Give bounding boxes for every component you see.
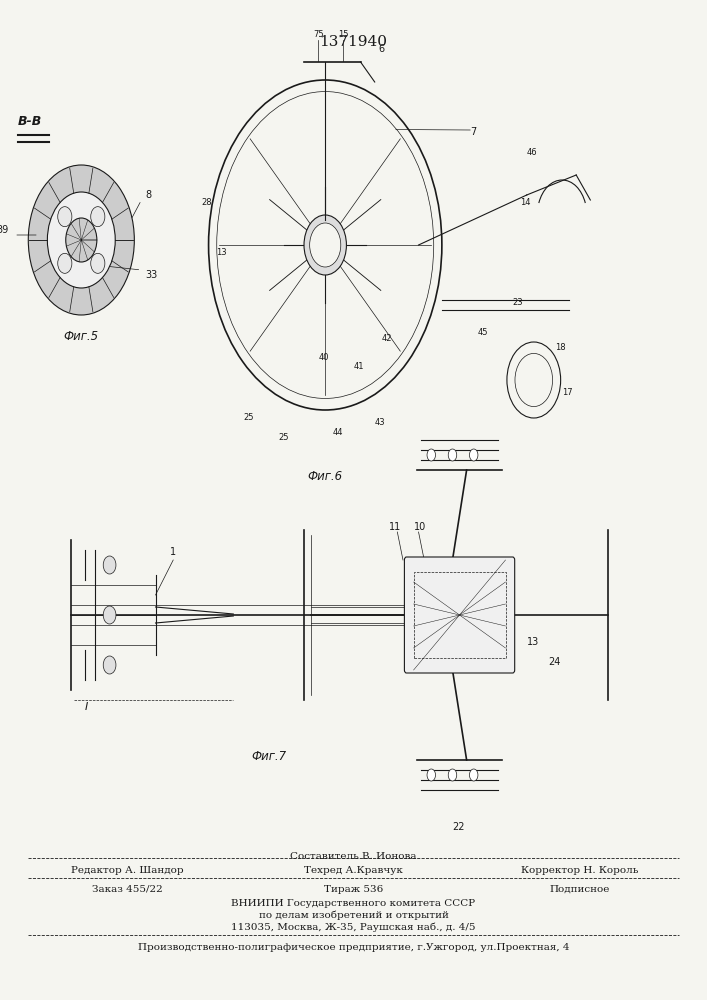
Text: 40: 40 bbox=[318, 354, 329, 362]
Text: 15: 15 bbox=[338, 30, 348, 39]
Circle shape bbox=[448, 449, 457, 461]
Text: 22: 22 bbox=[452, 822, 465, 832]
Text: 28: 28 bbox=[201, 198, 212, 207]
Circle shape bbox=[427, 449, 436, 461]
Text: 41: 41 bbox=[354, 362, 364, 371]
Text: 25: 25 bbox=[243, 413, 254, 422]
Text: 75: 75 bbox=[312, 30, 324, 39]
Text: Производственно-полиграфическое предприятие, г.Ужгород, ул.Проектная, 4: Производственно-полиграфическое предприя… bbox=[138, 943, 569, 952]
Text: Фиг.7: Фиг.7 bbox=[251, 750, 286, 763]
Circle shape bbox=[310, 223, 341, 267]
Circle shape bbox=[66, 218, 97, 262]
Circle shape bbox=[304, 215, 346, 275]
Text: 1371940: 1371940 bbox=[320, 35, 387, 49]
Text: I: I bbox=[85, 702, 88, 712]
Text: Заказ 455/22: Заказ 455/22 bbox=[92, 885, 163, 894]
Text: Фиг.5: Фиг.5 bbox=[64, 330, 99, 343]
Text: 25: 25 bbox=[279, 433, 289, 442]
Circle shape bbox=[469, 769, 478, 781]
Circle shape bbox=[103, 556, 116, 574]
Text: 45: 45 bbox=[477, 328, 488, 337]
Text: 8: 8 bbox=[145, 190, 151, 200]
Text: 13: 13 bbox=[527, 637, 539, 647]
Text: 42: 42 bbox=[382, 334, 392, 343]
Text: Фиг.6: Фиг.6 bbox=[308, 470, 343, 483]
Circle shape bbox=[90, 207, 105, 227]
Text: В-В: В-В bbox=[18, 115, 42, 128]
Circle shape bbox=[58, 253, 72, 273]
Text: 6: 6 bbox=[379, 44, 385, 54]
Circle shape bbox=[427, 769, 436, 781]
Circle shape bbox=[90, 253, 105, 273]
Text: 113035, Москва, Ж-35, Раушская наб., д. 4/5: 113035, Москва, Ж-35, Раушская наб., д. … bbox=[231, 923, 476, 932]
Text: по делам изобретений и открытий: по делам изобретений и открытий bbox=[259, 911, 448, 920]
Text: 39: 39 bbox=[0, 225, 8, 235]
Circle shape bbox=[103, 606, 116, 624]
Text: 17: 17 bbox=[562, 388, 573, 397]
Text: 13: 13 bbox=[216, 248, 226, 257]
Text: 10: 10 bbox=[414, 522, 426, 532]
Text: Подписное: Подписное bbox=[549, 885, 610, 894]
Circle shape bbox=[47, 192, 115, 288]
Text: Тираж 536: Тираж 536 bbox=[324, 885, 383, 894]
Text: 7: 7 bbox=[470, 127, 477, 137]
Text: 44: 44 bbox=[332, 428, 343, 437]
Circle shape bbox=[58, 207, 72, 227]
Text: 23: 23 bbox=[513, 298, 523, 307]
Text: 46: 46 bbox=[527, 148, 537, 157]
FancyBboxPatch shape bbox=[404, 557, 515, 673]
Text: Техред А.Кравчук: Техред А.Кравчук bbox=[304, 866, 403, 875]
Text: Составитель В. Ионова: Составитель В. Ионова bbox=[291, 852, 416, 861]
Text: 33: 33 bbox=[145, 270, 157, 280]
Text: 18: 18 bbox=[555, 343, 566, 352]
Text: 43: 43 bbox=[375, 418, 385, 427]
Text: Корректор Н. Король: Корректор Н. Король bbox=[521, 866, 638, 875]
Circle shape bbox=[103, 656, 116, 674]
Circle shape bbox=[469, 449, 478, 461]
Text: 1: 1 bbox=[170, 547, 176, 557]
Circle shape bbox=[448, 769, 457, 781]
Text: Редактор А. Шандор: Редактор А. Шандор bbox=[71, 866, 184, 875]
Text: 24: 24 bbox=[548, 657, 561, 667]
Text: 14: 14 bbox=[520, 198, 530, 207]
Bar bbox=[414, 572, 506, 658]
Circle shape bbox=[28, 165, 134, 315]
Text: ВНИИПИ Государственного комитета СССР: ВНИИПИ Государственного комитета СССР bbox=[231, 899, 476, 908]
Text: 11: 11 bbox=[389, 522, 401, 532]
